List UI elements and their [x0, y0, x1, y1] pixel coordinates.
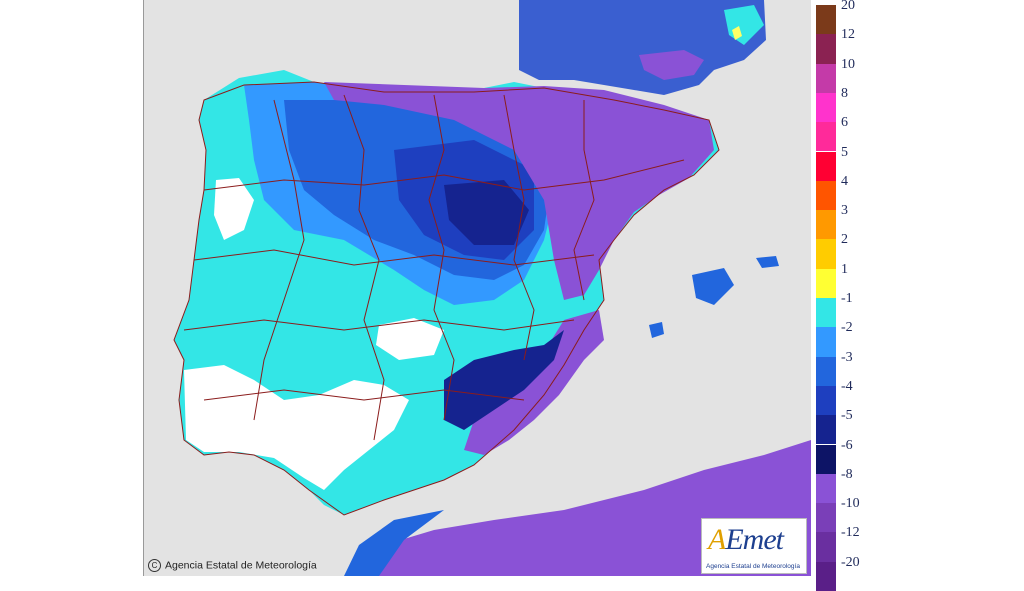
legend-swatch-negative-1	[816, 327, 836, 357]
iberia-purple-se	[464, 310, 604, 455]
legend-label-negative-8: -12	[841, 525, 860, 541]
legend-swatch-negative-3	[816, 385, 836, 416]
legend-label-negative-2: -3	[841, 349, 853, 365]
france-interior-purple	[639, 50, 704, 80]
aemet-logo-subtitle: Agencia Estatal de Meteorología	[706, 563, 800, 570]
legend-swatch-negative-6	[816, 473, 836, 504]
iberia-purple-ne	[324, 82, 714, 300]
legend-swatch-positive-4	[816, 122, 836, 152]
legend-label-negative-1: -2	[841, 320, 853, 336]
ibiza	[649, 322, 664, 338]
legend-swatch-negative-2	[816, 356, 836, 386]
legend-label-negative-3: -4	[841, 378, 853, 394]
legend-label-positive-3: 8	[841, 85, 848, 101]
legend-label-negative-7: -10	[841, 496, 860, 512]
legend-label-positive-6: 4	[841, 173, 848, 189]
legend-label-positive-1: 12	[841, 27, 855, 43]
iberia-white-center	[376, 318, 444, 360]
color-legend: 20 12 10 8 6 5 4 3 2 1 -1 -2 -3 -4 -5 -6 -8 -10 -12 -20	[814, 0, 1024, 591]
iberia-white-west	[214, 178, 254, 240]
legend-swatch-negative-5	[816, 444, 836, 474]
legend-label-negative-9: -20	[841, 554, 860, 570]
legend-label-positive-9: 1	[841, 261, 848, 277]
legend-label-positive-2: 10	[841, 56, 855, 72]
aemet-logo-mark: AEmet	[708, 523, 784, 556]
north-africa-blue	[344, 510, 444, 576]
aemet-logo: AEmet Agencia Estatal de Meteorología	[701, 518, 807, 574]
legend-swatch-positive-3	[816, 92, 836, 123]
mallorca	[692, 268, 734, 305]
legend-swatch-negative-4	[816, 415, 836, 445]
legend-swatch-positive-2	[816, 63, 836, 93]
iberia-navy-se	[444, 330, 564, 430]
copyright-notice: C Agencia Estatal de Meteorología	[148, 559, 317, 572]
legend-label-negative-6: -8	[841, 466, 853, 482]
legend-swatch-negative-8	[816, 532, 836, 562]
legend-swatch-negative-7	[816, 503, 836, 533]
province-borders	[173, 81, 720, 516]
legend-swatch-negative-0	[816, 298, 836, 328]
legend-label-positive-7: 3	[841, 203, 848, 219]
north-africa	[359, 440, 811, 576]
legend-swatch-positive-0	[816, 5, 836, 35]
legend-label-negative-5: -6	[841, 437, 853, 453]
map-frame: C Agencia Estatal de Meteorología AEmet A…	[143, 0, 811, 576]
legend-label-negative-4: -5	[841, 408, 853, 424]
legend-swatch-negative-9	[816, 561, 836, 591]
iberia-navy	[444, 180, 529, 245]
legend-swatch-positive-1	[816, 34, 836, 64]
france-land	[519, 0, 766, 95]
legend-swatch-positive-8	[816, 239, 836, 269]
copyright-symbol: C	[148, 559, 161, 572]
copyright-text: Agencia Estatal de Meteorología	[165, 559, 317, 572]
legend-swatch-positive-7	[816, 210, 836, 240]
legend-swatch-positive-6	[816, 180, 836, 211]
legend-swatch-positive-9	[816, 268, 836, 298]
legend-label-positive-5: 5	[841, 144, 848, 160]
menorca	[756, 256, 779, 268]
legend-label-positive-8: 2	[841, 232, 848, 248]
legend-swatch-positive-5	[816, 151, 836, 181]
alps-yellow	[732, 26, 742, 40]
iberia-white-south	[184, 365, 409, 490]
temperature-anomaly-map	[173, 0, 811, 576]
legend-label-positive-0: 20	[841, 0, 855, 13]
legend-label-negative-0: -1	[841, 291, 853, 306]
legend-label-positive-4: 6	[841, 115, 848, 131]
